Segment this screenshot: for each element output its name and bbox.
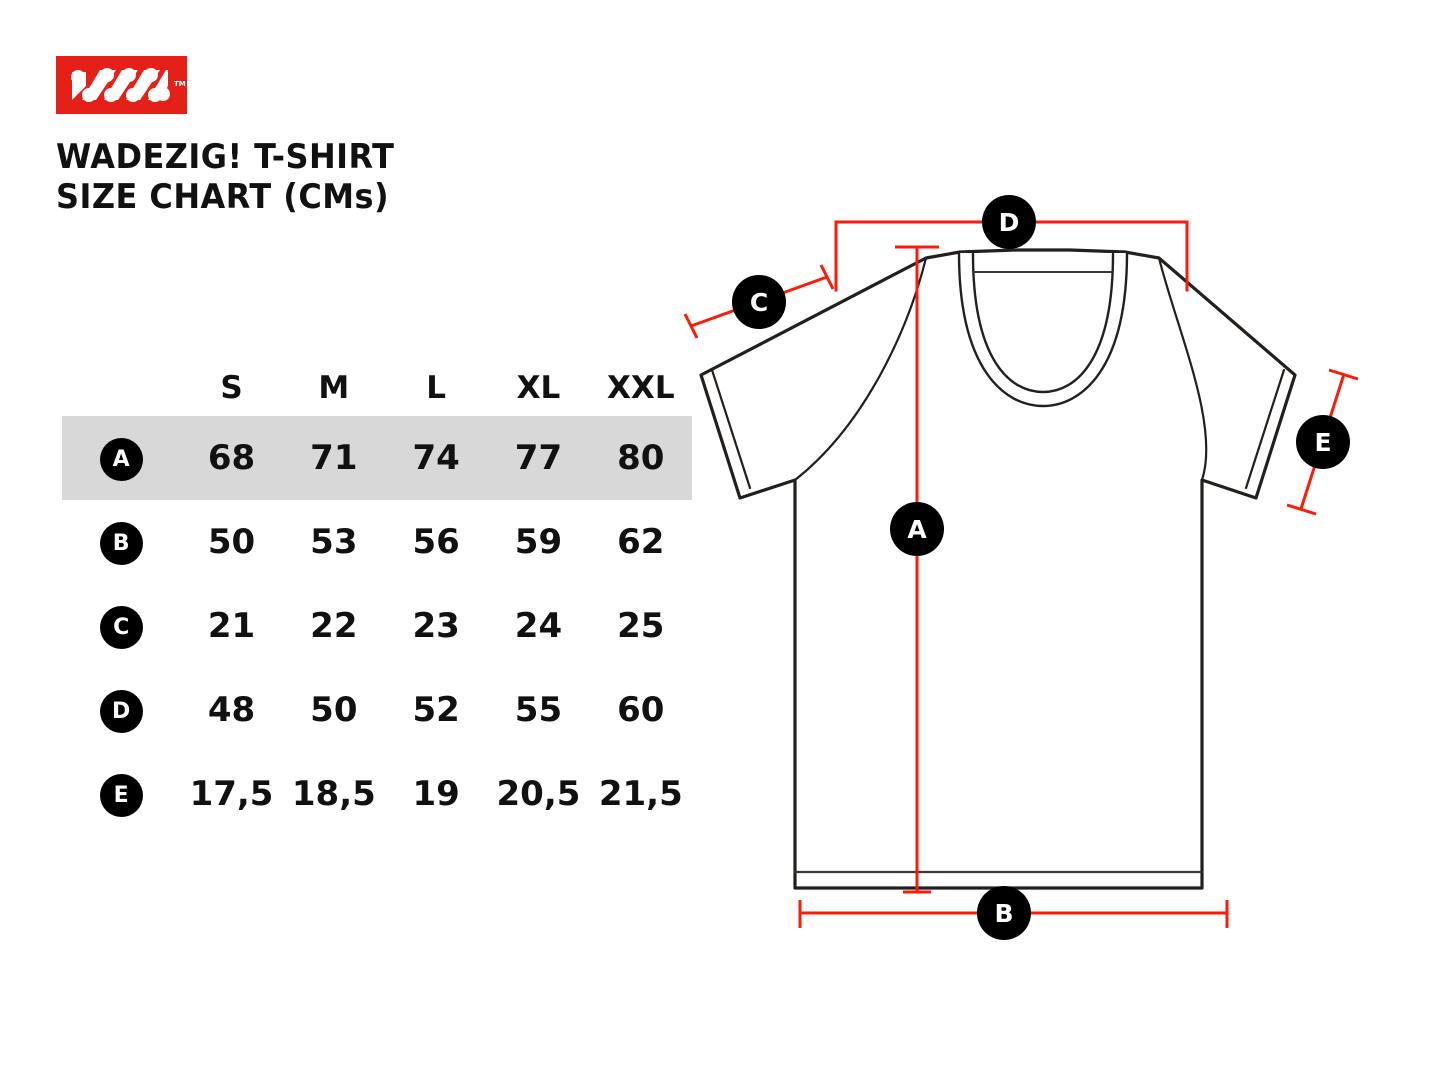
dimension-badge-e: E [1296,415,1350,469]
table-header-row: S M L XL XXL [62,360,692,416]
cell-b-l: 56 [412,522,460,562]
cell-a-xl: 77 [514,438,563,478]
measure-badge-e: E [99,774,143,818]
dim-e-tick-bot [1286,503,1317,516]
row-label-b: B [62,500,180,584]
wadezig-logo: TM [56,56,187,114]
cell-d-xxl: 60 [617,690,665,730]
row-label-a: A [62,416,180,500]
cell-b-s: 50 [207,522,256,562]
cell-a-xxl: 80 [617,438,665,478]
cell-a-l: 74 [412,438,460,478]
header-size-m: M [318,370,350,406]
title-line-1: WADEZIG! T-SHIRT [56,137,395,177]
right-sleeve-cuff [1244,368,1286,490]
trademark-symbol: TM [174,80,186,88]
cell-d-s: 48 [207,690,256,730]
cell-b-xl: 59 [514,522,563,562]
cell-a-m: 71 [310,438,358,478]
row-label-e: E [62,752,180,836]
row-label-d: D [62,668,180,752]
measure-badge-b: B [99,522,143,566]
header-corner [62,360,180,416]
table-row-c: C 21 22 23 24 25 [62,584,692,668]
cell-c-xl: 24 [514,606,563,646]
measure-badge-d: D [99,690,143,734]
cell-c-m: 22 [310,606,358,646]
header-size-xxl: XXL [607,370,675,406]
dimension-badge-d: D [982,195,1036,249]
cell-e-xxl: 21,5 [598,774,683,814]
table-row-a: A 68 71 74 77 80 [62,416,692,500]
cell-b-xxl: 62 [617,522,665,562]
cell-e-l: 19 [412,774,460,814]
cell-e-s: 17,5 [189,774,274,814]
cell-c-l: 23 [412,606,460,646]
tshirt-technical-drawing: D C A E B [660,180,1445,970]
row-label-c: C [62,584,180,668]
measurements-table: S M L XL XXL A 68 71 74 77 80 [62,360,692,836]
cell-e-xl: 20,5 [496,774,581,814]
table-row-d: D 48 50 52 55 60 [62,668,692,752]
dimension-a [895,245,939,894]
table-row-e: E 17,5 18,5 19 20,5 21,5 [62,752,692,836]
page-title: WADEZIG! T-SHIRT SIZE CHART (CMs) [56,137,676,217]
dimension-badge-b-label: B [994,899,1013,928]
header-size-l: L [426,370,447,406]
neckline-inner [971,252,1115,394]
table-row-b: B 50 53 56 59 62 [62,500,692,584]
dimension-badge-e-label: E [1314,428,1331,457]
dimension-badge-c: C [732,275,786,329]
cell-b-m: 53 [310,522,358,562]
header-size-xl: XL [516,370,561,406]
tshirt-outline [699,248,1297,890]
cell-e-m: 18,5 [291,774,376,814]
measure-badge-a: A [99,438,143,482]
dimension-badge-d-label: D [999,208,1020,237]
dimension-badge-a: A [890,502,944,556]
title-line-2: SIZE CHART (CMs) [56,177,390,217]
cell-d-xl: 55 [514,690,563,730]
dim-c-tick-low [683,313,699,339]
cell-a-s: 68 [207,438,256,478]
dimension-badge-b: B [977,886,1031,940]
cell-d-l: 52 [412,690,460,730]
dimension-badge-a-label: A [907,515,927,544]
cell-c-xxl: 25 [617,606,665,646]
header-size-s: S [220,370,243,406]
dim-c-tick-high [819,264,835,290]
left-sleeve-cuff [710,368,752,490]
dimension-badge-c-label: C [750,288,768,317]
right-armhole-seam [1157,256,1208,482]
cell-d-m: 50 [310,690,358,730]
dim-e-tick-top [1328,368,1359,381]
size-table: S M L XL XXL A 68 71 74 77 80 [62,360,692,836]
cell-c-s: 21 [207,606,256,646]
measure-badge-c: C [99,606,143,650]
